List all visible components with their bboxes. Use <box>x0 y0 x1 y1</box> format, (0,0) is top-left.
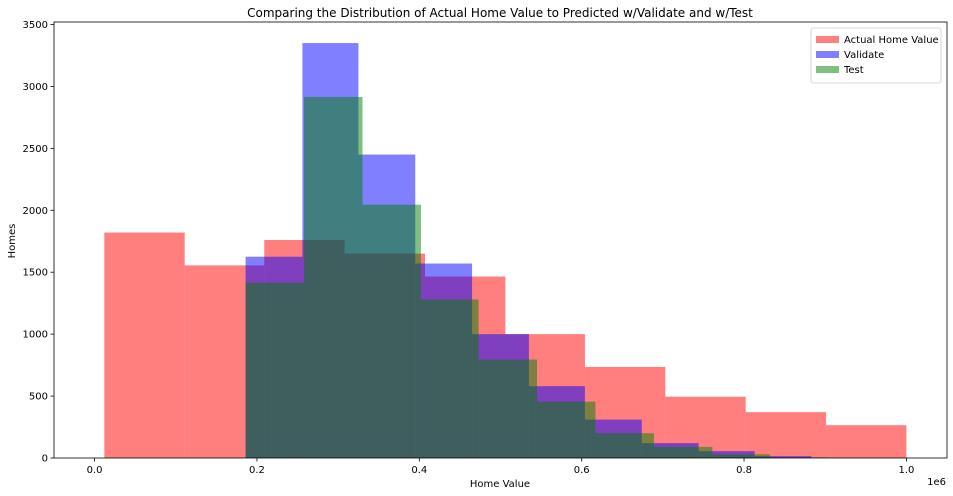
x-axis-label: Home Value <box>470 479 530 490</box>
axes-layer: 0.0 0.2 0.4 0.6 0.8 1.0 0 500 1000 1500 2000 2500 30… <box>23 20 948 476</box>
y-tick-label: 2000 <box>23 206 48 217</box>
bar-test <box>362 204 421 458</box>
bar-test <box>420 299 479 458</box>
y-tick-label: 3000 <box>23 82 48 93</box>
legend-swatch-actual-home-value <box>816 36 839 43</box>
bar-test <box>478 359 538 458</box>
y-tick-label: 3500 <box>23 20 48 31</box>
bar-test <box>653 446 713 458</box>
legend-box <box>810 27 942 84</box>
y-tick-label: 1000 <box>23 330 48 341</box>
x-tick-label: 0.0 <box>87 465 103 476</box>
bar-actual-home-value <box>745 412 827 458</box>
legend-label-validate: Validate <box>844 50 884 61</box>
x-tick-label: 1.0 <box>898 465 914 476</box>
bar-test <box>712 454 771 458</box>
x-axis-offset-label: 1e6 <box>927 477 946 488</box>
x-tick-label: 0.2 <box>249 465 265 476</box>
legend: Actual Home Value Validate Test <box>810 27 942 84</box>
legend-label-actual-home-value: Actual Home Value <box>844 35 939 46</box>
legend-label-test: Test <box>843 65 864 76</box>
y-tick-label: 500 <box>29 392 48 403</box>
x-tick-label: 0.8 <box>736 465 752 476</box>
legend-swatch-test <box>816 66 839 73</box>
series-test <box>245 96 829 458</box>
y-tick-label: 2500 <box>23 144 48 155</box>
chart-title: Comparing the Distribution of Actual Hom… <box>247 6 753 20</box>
bar-validate <box>754 456 812 458</box>
bar-test <box>304 96 363 458</box>
x-tick-label: 0.6 <box>574 465 590 476</box>
bar-actual-home-value <box>104 232 185 458</box>
bars-layer <box>104 43 907 458</box>
bar-test <box>595 433 654 458</box>
bar-test <box>245 282 305 458</box>
bar-test <box>537 401 596 458</box>
x-tick-label: 0.4 <box>411 465 427 476</box>
y-axis-label: Homes <box>7 224 18 259</box>
y-tick-label: 1500 <box>23 268 48 279</box>
bar-actual-home-value <box>826 425 907 458</box>
plot-frame <box>53 21 948 459</box>
y-tick-label: 0 <box>42 454 48 465</box>
legend-swatch-validate <box>816 51 839 58</box>
